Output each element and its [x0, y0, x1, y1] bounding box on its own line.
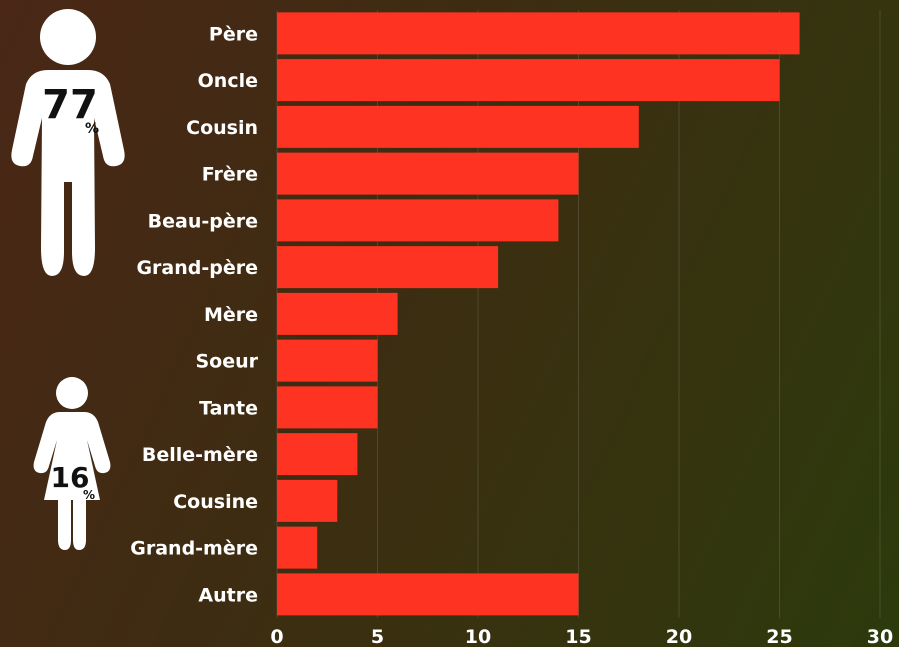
category-label: Beau-père	[148, 210, 258, 232]
x-tick-label: 30	[867, 626, 893, 647]
bar	[277, 152, 579, 195]
bar	[277, 246, 499, 289]
bar	[277, 105, 639, 148]
male-percent-sign: %	[85, 121, 99, 137]
x-tick-label: 15	[565, 626, 591, 647]
female-percent-value: 16	[51, 461, 90, 494]
bar	[277, 433, 358, 476]
category-label: Oncle	[198, 70, 258, 92]
category-label: Cousin	[186, 117, 258, 139]
x-tick-label: 5	[371, 626, 384, 647]
x-tick-label: 0	[270, 626, 283, 647]
man-icon: 77 %	[11, 9, 125, 276]
bar	[277, 59, 780, 102]
category-label: Autre	[198, 584, 258, 606]
female-percent-sign: %	[83, 488, 95, 502]
category-label: Père	[209, 23, 258, 45]
category-label: Grand-mère	[130, 538, 258, 560]
bar	[277, 12, 800, 55]
woman-icon: 16 %	[33, 377, 111, 550]
bar	[277, 199, 559, 242]
x-tick-label: 20	[666, 626, 692, 647]
x-axis-ticks: 0 5 10 15 20 25 30	[270, 626, 893, 647]
category-label: Tante	[199, 397, 258, 419]
bar	[277, 479, 338, 522]
bar	[277, 292, 398, 335]
category-label: Grand-père	[136, 257, 258, 279]
bar	[277, 573, 579, 616]
category-label: Soeur	[195, 351, 258, 373]
bar	[277, 526, 318, 569]
category-label: Cousine	[173, 491, 258, 513]
bars	[277, 12, 800, 616]
category-label: Belle-mère	[142, 444, 258, 466]
bar	[277, 339, 378, 382]
category-label: Mère	[204, 304, 258, 326]
x-tick-label: 10	[465, 626, 491, 647]
category-label: Frère	[202, 164, 258, 186]
male-percent-value: 77	[42, 82, 98, 128]
category-labels: Père Oncle Cousin Frère Beau-père Grand-père M…	[130, 23, 258, 606]
x-tick-label: 25	[766, 626, 792, 647]
bar	[277, 386, 378, 429]
